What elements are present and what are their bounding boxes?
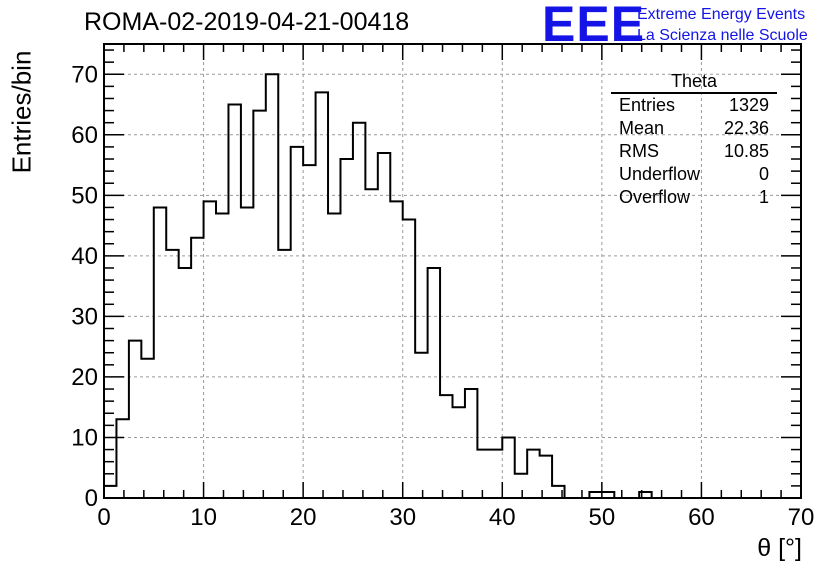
histogram-bin: [204, 201, 216, 498]
y-tick-label: 60: [71, 122, 98, 149]
plot-frame: [103, 43, 802, 499]
stats-value: 0: [758, 164, 769, 184]
stats-label: Overflow: [619, 187, 691, 207]
histogram-bin: [378, 153, 390, 498]
histogram-bin: [154, 207, 166, 498]
x-tick-label: 0: [97, 504, 110, 531]
stats-row-underflow: Underflow 0: [611, 163, 777, 186]
x-tick-label: 60: [688, 504, 715, 531]
histogram-bin: [116, 419, 128, 498]
stats-row-overflow: Overflow 1: [611, 186, 777, 209]
logo-caption: Extreme Energy Events La Scienza nelle S…: [637, 4, 808, 46]
histogram-bin: [365, 189, 377, 498]
histogram-bin: [465, 389, 477, 498]
histogram-bin: [266, 74, 278, 498]
histogram-bin: [253, 111, 265, 498]
logo-caption-line1: Extreme Energy Events: [637, 6, 806, 23]
histogram-bin: [428, 268, 440, 498]
x-tick-label: 40: [489, 504, 516, 531]
histogram-bin: [453, 407, 465, 498]
histogram-bin: [141, 359, 153, 498]
y-tick-label: 70: [71, 61, 98, 88]
histogram-bins: [104, 74, 652, 498]
x-axis-label: θ [°]: [757, 534, 802, 562]
y-axis-label-text: Entries/bin: [6, 50, 37, 174]
histogram-bin: [191, 238, 203, 498]
histogram-bin: [278, 250, 290, 498]
histogram-bin: [129, 341, 141, 498]
stats-label: Mean: [619, 118, 665, 138]
x-tick-label: 20: [290, 504, 317, 531]
x-tick-label: 70: [788, 504, 815, 531]
y-tick-label: 50: [71, 182, 98, 209]
histogram-bin: [166, 250, 178, 498]
histogram-bin: [340, 159, 352, 498]
stats-label: Entries: [619, 95, 676, 115]
histogram-bin: [228, 105, 240, 498]
histogram-bin: [490, 450, 502, 498]
stats-label: RMS: [619, 141, 659, 161]
stats-row-entries: Entries 1329: [611, 94, 777, 117]
histogram-bin: [353, 123, 365, 498]
histogram-bin: [515, 474, 527, 498]
stats-title: Theta: [611, 70, 777, 94]
histogram-bin: [477, 450, 489, 498]
stats-value: 22.36: [723, 118, 769, 138]
histogram-bin: [440, 395, 452, 498]
stats-row-rms: RMS 10.85: [611, 140, 777, 163]
stats-row-mean: Mean 22.36: [611, 117, 777, 140]
stats-value: 10.85: [723, 141, 769, 161]
histogram-bin: [403, 220, 415, 498]
histogram-bin: [415, 353, 427, 498]
x-axis-ticks: 0 10 20 30 40 50 60 70: [97, 44, 814, 531]
x-tick-label: 30: [389, 504, 416, 531]
stats-value: 1329: [728, 95, 769, 115]
stats-value: 1: [758, 187, 769, 207]
grid-lines: [104, 44, 801, 498]
y-tick-label: 10: [71, 424, 98, 451]
histogram-bin: [390, 201, 402, 498]
stats-label: Underflow: [619, 164, 701, 184]
y-tick-label: 30: [71, 303, 98, 330]
chart-title: ROMA-02-2019-04-21-00418: [84, 8, 410, 36]
histogram-bin: [303, 165, 315, 498]
histogram-bin: [104, 486, 116, 498]
y-tick-label: 0: [85, 485, 98, 512]
histogram-bin: [527, 450, 539, 498]
stats-box: Theta Entries 1329 Mean 22.36 RMS 10.85 Underf…: [611, 70, 777, 209]
histogram-bin: [502, 437, 514, 498]
y-tick-label: 20: [71, 364, 98, 391]
stats-rows: Entries 1329 Mean 22.36 RMS 10.85 Underflow 0 Ov…: [611, 94, 777, 209]
histogram-bin: [291, 147, 303, 498]
eee-logo: EEE: [542, 0, 646, 52]
x-tick-label: 50: [589, 504, 616, 531]
logo-caption-line2: La Scienza nelle Scuole: [637, 27, 808, 44]
y-tick-label: 40: [71, 243, 98, 270]
histogram-bin: [241, 207, 253, 498]
x-tick-label: 10: [190, 504, 217, 531]
histogram-bin: [179, 268, 191, 498]
